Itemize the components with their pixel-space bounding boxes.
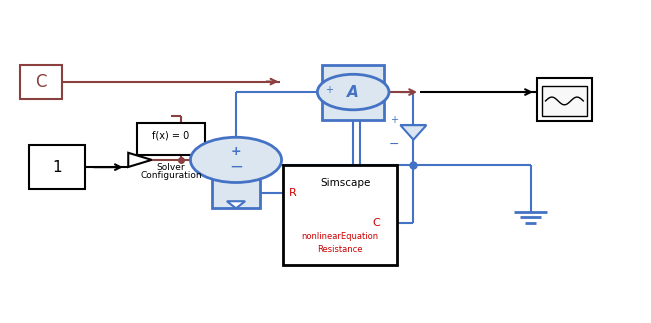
Text: Configuration: Configuration: [140, 171, 202, 180]
Text: R: R: [288, 188, 296, 198]
Polygon shape: [128, 153, 152, 167]
Text: Solver: Solver: [157, 163, 185, 172]
Text: +: +: [230, 145, 242, 158]
FancyBboxPatch shape: [137, 123, 205, 155]
FancyBboxPatch shape: [283, 165, 397, 265]
Ellipse shape: [190, 137, 281, 182]
Polygon shape: [227, 201, 245, 208]
Ellipse shape: [317, 74, 389, 110]
Text: C: C: [35, 73, 46, 90]
Text: +: +: [326, 86, 333, 95]
FancyBboxPatch shape: [322, 65, 384, 120]
FancyBboxPatch shape: [20, 65, 62, 99]
Text: 1: 1: [52, 160, 62, 175]
FancyBboxPatch shape: [537, 78, 592, 121]
Text: −: −: [389, 138, 399, 151]
Text: Simscape: Simscape: [321, 178, 371, 188]
Text: f(x) = 0: f(x) = 0: [152, 131, 189, 141]
FancyBboxPatch shape: [29, 145, 85, 189]
FancyBboxPatch shape: [542, 86, 587, 116]
FancyBboxPatch shape: [212, 141, 260, 208]
Text: +: +: [390, 115, 398, 125]
Text: C: C: [373, 218, 380, 228]
Text: Resistance: Resistance: [318, 245, 363, 254]
Text: A: A: [347, 85, 359, 99]
Text: nonlinearEquation: nonlinearEquation: [301, 232, 379, 241]
Text: −: −: [229, 158, 243, 176]
Polygon shape: [400, 125, 426, 140]
